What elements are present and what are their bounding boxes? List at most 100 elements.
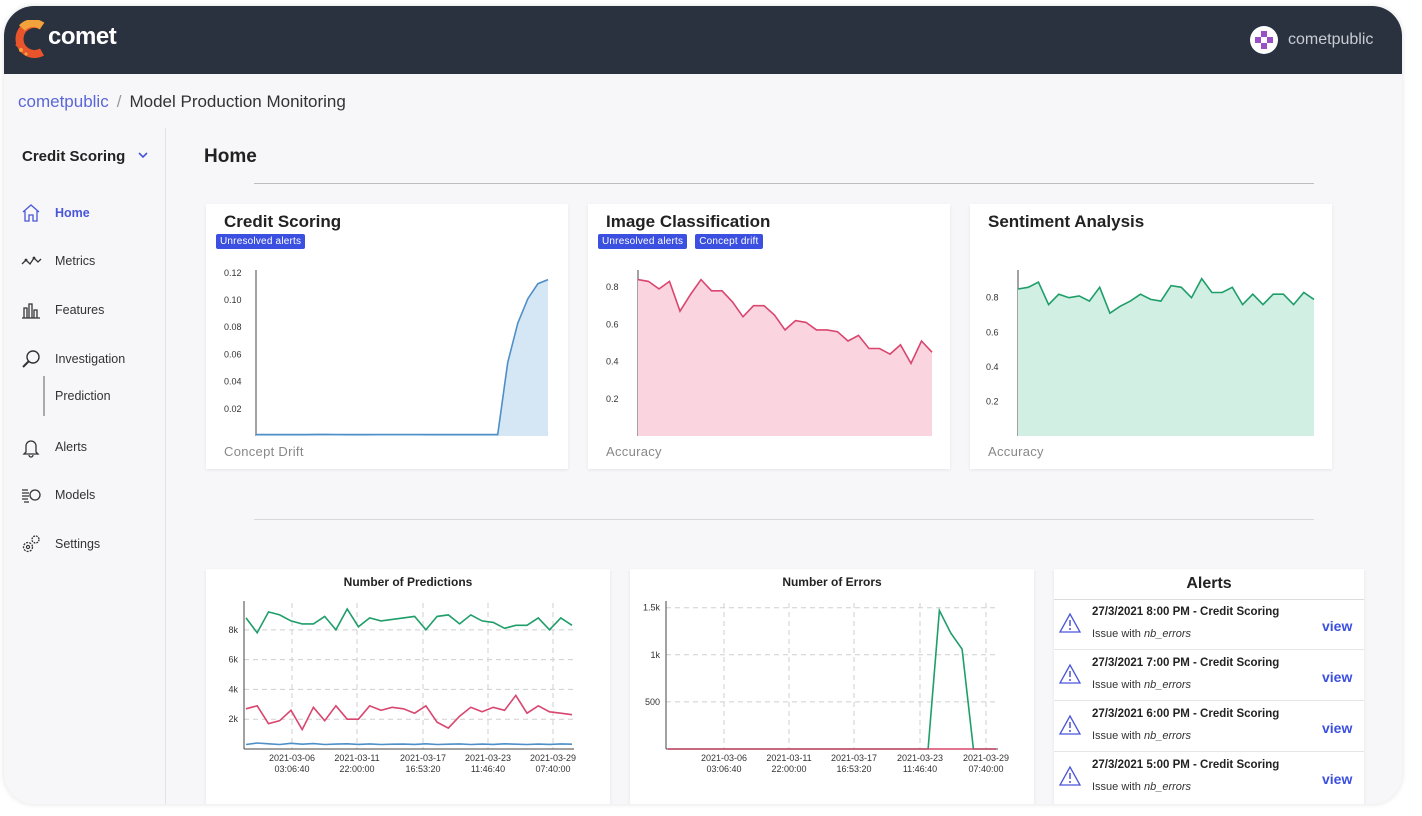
y-tick-label: 0.8	[606, 282, 619, 292]
alert-metric: nb_errors	[1143, 730, 1192, 742]
x-tick-label: 03:06:40	[274, 764, 309, 774]
warning-icon	[1058, 663, 1082, 684]
sidebar-item-alerts[interactable]: Alerts	[20, 434, 87, 460]
x-tick-label: 2021-03-11	[334, 753, 379, 763]
alert-metric: nb_errors	[1143, 628, 1192, 640]
model-card-metric: Accuracy	[606, 444, 662, 459]
x-tick-label: 2021-03-17	[400, 753, 446, 763]
project-selector-label: Credit Scoring	[22, 148, 126, 165]
alerts-panel: Alerts 27/3/2021 8:00 PM - Credit Scorin…	[1054, 569, 1364, 804]
y-tick-label: 0.10	[224, 295, 242, 305]
sidebar: Credit Scoring Home Metrics Features Inv…	[4, 128, 166, 804]
alert-metric: nb_errors	[1143, 679, 1192, 691]
alert-metric: nb_errors	[1143, 781, 1192, 793]
model-card-metric: Accuracy	[988, 444, 1044, 459]
series-line	[668, 607, 996, 750]
sidebar-item-label: Home	[55, 206, 90, 220]
model-card-title: Sentiment Analysis	[988, 212, 1145, 231]
breadcrumb: cometpublic / Model Production Monitoring	[18, 92, 346, 112]
sidebar-item-settings[interactable]: Settings	[20, 531, 100, 557]
x-tick-label: 2021-03-11	[766, 753, 811, 763]
series-line	[256, 278, 549, 436]
unresolved-alerts-badge: Unresolved alerts	[216, 234, 306, 249]
alert-description-prefix: Issue with	[1092, 781, 1144, 793]
breadcrumb-workspace-link[interactable]: cometpublic	[18, 92, 109, 111]
predictions-chart-card: 8k 6k 4k 2k 2021-03-06 03:06:40 2021-03-11 22:0…	[206, 569, 610, 804]
model-chart-sentiment-analysis: 0.8 0.6 0.4 0.2	[986, 270, 1315, 436]
model-card-sentiment-analysis[interactable]: 0.8 0.6 0.4 0.2 Sentiment Analysis Accuracy	[970, 204, 1332, 469]
warning-icon	[1058, 714, 1082, 735]
model-chart-credit-scoring: 0.12 0.10 0.08 0.06 0.04 0.02	[224, 268, 549, 436]
x-tick-label: 16:53:20	[405, 764, 440, 774]
x-tick-label: 2021-03-29	[963, 753, 1009, 763]
y-tick-label: 0.6	[986, 327, 999, 337]
y-tick-label: 0.2	[986, 396, 999, 406]
series-line	[637, 278, 933, 366]
sidebar-item-features[interactable]: Features	[20, 297, 104, 323]
x-tick-label: 16:53:20	[836, 764, 871, 774]
y-tick-label: 4k	[228, 684, 238, 694]
series-area	[1018, 278, 1314, 436]
project-selector[interactable]: Credit Scoring	[22, 148, 148, 165]
model-card-credit-scoring[interactable]: 0.12 0.10 0.08 0.06 0.04 0.02 Credit Scoring …	[206, 204, 568, 469]
alert-item: 27/3/2021 5:00 PM - Credit Scoring Issue…	[1054, 753, 1364, 803]
alert-view-link[interactable]: view	[1322, 771, 1353, 787]
model-card-image-classification[interactable]: 0.8 0.6 0.4 0.2 Image Classification Unreso…	[588, 204, 950, 469]
alert-item: 27/3/2021 6:00 PM - Credit Scoring Issue…	[1054, 702, 1364, 752]
y-tick-label: 0.4	[606, 357, 619, 367]
x-tick-label: 07:40:00	[535, 764, 570, 774]
comet-logo-icon[interactable]	[12, 20, 46, 58]
warning-icon	[1058, 612, 1082, 633]
sidebar-item-label: Models	[55, 488, 96, 502]
x-tick-label: 07:40:00	[968, 764, 1003, 774]
divider	[254, 519, 1314, 520]
errors-chart-card: 1.5k 1k 500 2021-03-06 03:06:40 2021-03-11 22:…	[630, 569, 1034, 804]
divider	[1054, 599, 1364, 600]
gear-icon	[22, 535, 40, 553]
model-chart-image-classification: 0.8 0.6 0.4 0.2	[606, 270, 933, 436]
alert-view-link[interactable]: view	[1322, 669, 1353, 685]
app-window: comet cometpublic cometpublic / Model Prod…	[4, 6, 1402, 804]
app-name[interactable]: comet	[48, 23, 117, 50]
alert-item: 27/3/2021 7:00 PM - Credit Scoring Issue…	[1054, 651, 1364, 701]
y-tick-label: 1.5k	[643, 603, 661, 613]
warning-icon	[1058, 765, 1082, 786]
y-tick-label: 0.12	[224, 268, 242, 278]
alert-description: Issue with nb_errors	[1092, 679, 1191, 691]
user-name[interactable]: cometpublic	[1288, 31, 1374, 48]
user-avatar-icon[interactable]	[1250, 26, 1278, 54]
x-tick-label: 2021-03-06	[269, 753, 315, 763]
series-line	[1017, 277, 1315, 315]
top-bar: comet cometpublic	[4, 6, 1402, 74]
alerts-title: Alerts	[1186, 575, 1232, 592]
alert-view-link[interactable]: view	[1322, 618, 1353, 634]
y-tick-label: 8k	[228, 625, 238, 635]
x-tick-label: 2021-03-06	[701, 753, 747, 763]
alert-title: 27/3/2021 7:00 PM - Credit Scoring	[1092, 657, 1280, 669]
metrics-icon	[21, 256, 42, 266]
x-tick-label: 03:06:40	[706, 764, 741, 774]
sidebar-item-label: Features	[55, 303, 105, 317]
x-tick-label: 2021-03-29	[530, 753, 576, 763]
unresolved-alerts-badge: Unresolved alerts	[598, 234, 688, 249]
alert-description: Issue with nb_errors	[1092, 730, 1191, 742]
y-tick-label: 0.08	[224, 322, 242, 332]
sidebar-item-home[interactable]: Home	[20, 200, 90, 226]
x-tick-label: 2021-03-23	[465, 753, 511, 763]
sidebar-item-models[interactable]: Models	[20, 482, 95, 508]
sidebar-subitem-prediction[interactable]: Prediction	[43, 376, 111, 416]
alert-description: Issue with nb_errors	[1092, 628, 1191, 640]
alert-title: 27/3/2021 5:00 PM - Credit Scoring	[1092, 759, 1280, 771]
y-tick-label: 500	[645, 697, 660, 707]
alert-view-link[interactable]: view	[1322, 720, 1353, 736]
sidebar-item-investigation[interactable]: Investigation	[20, 346, 125, 372]
series-area	[256, 279, 548, 436]
chart-title: Number of Predictions	[343, 575, 473, 589]
y-tick-label: 6k	[228, 655, 238, 665]
sidebar-item-label: Prediction	[55, 389, 111, 403]
alert-description: Issue with nb_errors	[1092, 781, 1191, 793]
sidebar-item-metrics[interactable]: Metrics	[20, 248, 95, 274]
series-line	[245, 607, 573, 635]
